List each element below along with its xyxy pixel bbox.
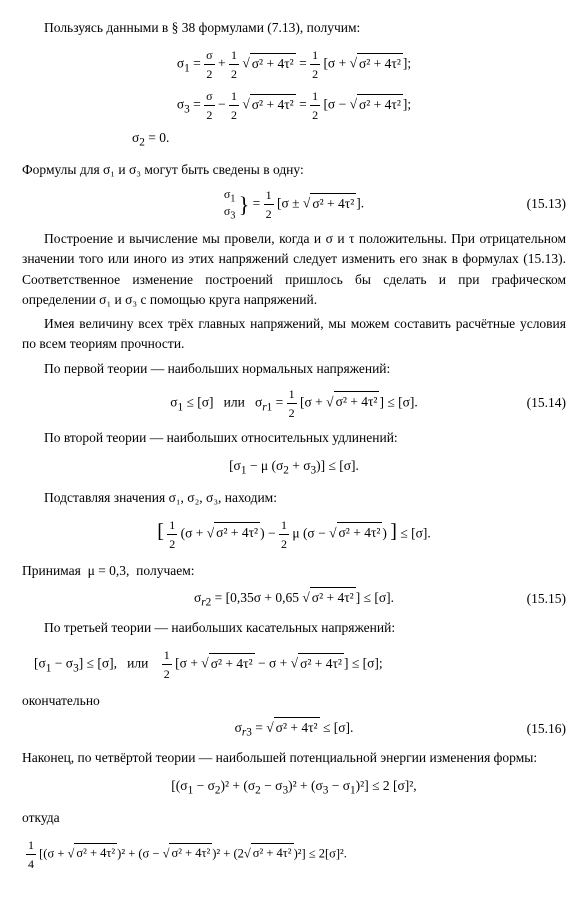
- para-4: Имея величину всех трёх главных напряжен…: [22, 314, 566, 355]
- para-8: Принимая μ = 0,3, получаем:: [22, 561, 566, 581]
- eq-4b: 14 [(σ + √σ² + 4τ²)² + (σ − √σ² + 4τ²)² …: [22, 836, 566, 873]
- eq-15-16: σr3 = √σ² + 4τ² ≤ [σ]. (15.16): [22, 717, 566, 742]
- eq-15-16-content: σr3 = √σ² + 4τ² ≤ [σ].: [235, 717, 354, 742]
- eq-4a: [(σ1 − σ2)² + (σ2 − σ3)² + (σ3 − σ1)²] ≤…: [22, 776, 566, 800]
- para-6: По второй теории — наибольших относитель…: [22, 428, 566, 448]
- eq-15-15-content: σr2 = [0,35σ + 0,65 √σ² + 4τ²] ≤ [σ].: [194, 587, 394, 612]
- para-3: Построение и вычисление мы провели, когд…: [22, 229, 566, 310]
- eq-15-13-content: σ1σ3 } = 12 [σ ± √σ² + 4τ²].: [224, 186, 364, 223]
- eq-num-15-13: (15.13): [527, 194, 566, 214]
- eq-num-15-14: (15.14): [527, 393, 566, 413]
- para-11: Наконец, по четвёртой теории — наибольше…: [22, 748, 566, 768]
- eq-num-15-15: (15.15): [527, 589, 566, 609]
- eq-15-15: σr2 = [0,35σ + 0,65 √σ² + 4τ²] ≤ [σ]. (1…: [22, 587, 566, 612]
- eq-2a: [σ1 − μ (σ2 + σ3)] ≤ [σ].: [22, 456, 566, 480]
- eq-15-13: σ1σ3 } = 12 [σ ± √σ² + 4τ²]. (15.13): [22, 186, 566, 223]
- eq-line-1: σ1 = σ2 + 12 √σ² + 4τ² = 12 [σ + √σ² + 4…: [22, 46, 566, 83]
- eq-block-1: σ1 = σ2 + 12 √σ² + 4τ² = 12 [σ + √σ² + 4…: [22, 46, 566, 152]
- para-9: По третьей теории — наибольших касательн…: [22, 618, 566, 638]
- para-5: По первой теории — наибольших нормальных…: [22, 359, 566, 379]
- eq-num-15-16: (15.16): [527, 719, 566, 739]
- para-2: Формулы для σ₁ и σ₃ могут быть сведены в…: [22, 160, 566, 180]
- eq-15-14-content: σ1 ≤ [σ] или σr1 = 12 [σ + √σ² + 4τ²] ≤ …: [170, 385, 418, 422]
- eq-2b: [ 12 (σ + √σ² + 4τ²) − 12 μ (σ − √σ² + 4…: [22, 516, 566, 553]
- para-12: откуда: [22, 808, 566, 828]
- eq-line-3: σ2 = 0.: [22, 128, 566, 152]
- para-7: Подставляя значения σ₁, σ₂, σ₃, находим:: [22, 488, 566, 508]
- eq-line-2: σ3 = σ2 − 12 √σ² + 4τ² = 12 [σ − √σ² + 4…: [22, 87, 566, 124]
- para-10: окончательно: [22, 691, 566, 711]
- eq-3a: [σ1 − σ3] ≤ [σ], или 12 [σ + √σ² + 4τ² −…: [22, 646, 566, 683]
- intro-para: Пользуясь данными в § 38 формулами (7.13…: [22, 18, 566, 38]
- eq-15-14: σ1 ≤ [σ] или σr1 = 12 [σ + √σ² + 4τ²] ≤ …: [22, 385, 566, 422]
